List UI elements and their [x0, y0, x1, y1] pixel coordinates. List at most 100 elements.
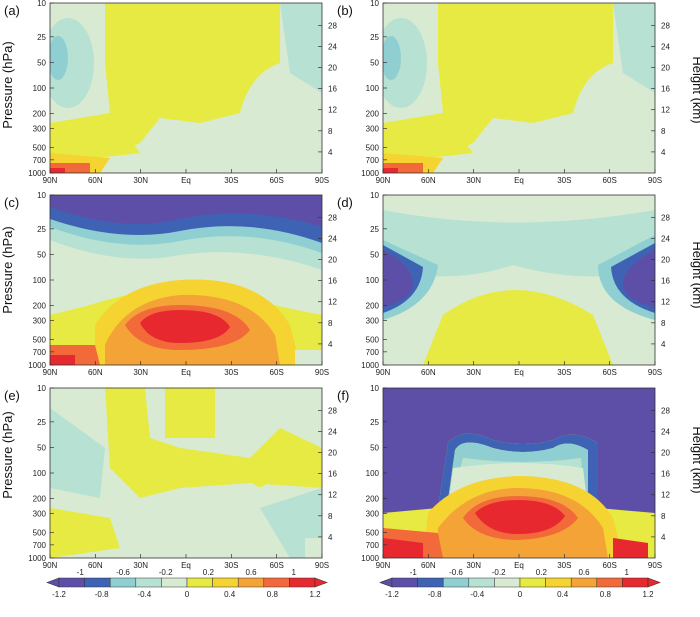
panel-a: (a) 90N 60N 30N Eq 30S 60S 90S 10 25 50 100 200 300 50…	[4, 0, 337, 185]
pressure-tick-label: 100	[33, 84, 47, 93]
colorbar-swatch	[442, 577, 470, 588]
colorbar-top-label: 0.2	[203, 568, 215, 577]
pressure-tick-label: 700	[366, 156, 380, 165]
contour-field	[50, 195, 322, 365]
right-axis-label-top: Height (km)	[690, 56, 700, 123]
colorbar-swatch	[58, 577, 85, 588]
colorbar-top-label: -0.6	[449, 568, 463, 577]
height-tick-label: 20	[328, 64, 337, 73]
colorbar-top-label: 0.6	[245, 568, 257, 577]
colorbar-swatch	[212, 577, 239, 588]
colorbar-swatch	[263, 577, 290, 588]
pressure-tick-label: 700	[33, 348, 47, 357]
colorbar-bottom-label: 1.2	[309, 590, 321, 599]
pressure-tick-label: 50	[37, 58, 46, 67]
height-tick-label: 24	[328, 234, 337, 243]
pressure-tick-label: 10	[37, 0, 46, 8]
right-axis-label-bottom: Height (km)	[690, 426, 700, 493]
pressure-tick-label: 700	[366, 541, 380, 550]
colorbar-top-label: -0.2	[492, 568, 506, 577]
height-tick-label: 28	[661, 406, 670, 415]
height-tick-label: 12	[328, 491, 337, 500]
x-tick-label: 90N	[43, 561, 58, 570]
colorbar-top-label: -0.2	[159, 568, 173, 577]
height-tick-label: 28	[661, 21, 670, 30]
x-tick-label: 90S	[648, 176, 662, 185]
pressure-tick-label: 300	[33, 510, 47, 519]
x-tick-label: 60N	[88, 561, 103, 570]
x-tick-label: Eq	[181, 368, 191, 377]
colorbar-swatch	[468, 577, 495, 588]
pressure-tick-label: 100	[33, 469, 47, 478]
pressure-tick-label: 25	[37, 418, 46, 427]
x-tick-label: Eq	[181, 561, 191, 570]
colorbar-swatch	[622, 577, 649, 588]
pressure-tick-label: 300	[33, 317, 47, 326]
pressure-tick-label: 500	[366, 143, 380, 152]
x-tick-label: 90S	[648, 368, 662, 377]
colorbar-2: -1 -0.6 -0.2 0.2 0.6 1 -1.2 -0.8 -0.4 0 0.4 0.8 1.2	[379, 568, 661, 599]
panel-c: (c) 90N 60N 30N Eq 30S 60S 90S 10 25 50 100 200 300 50…	[4, 191, 337, 377]
height-tick-label: 28	[661, 213, 670, 222]
panel-d: (d) 90N 60N 30N Eq 30S 60S 90S 10 25 50 100 200 300 50…	[337, 191, 670, 377]
x-tick-label: 60S	[603, 368, 617, 377]
panel-b: (b) 90N 60N 30N Eq 30S 60S 90S 10 25 50 100 200 300 50…	[337, 0, 670, 185]
x-tick-label: 30N	[466, 368, 481, 377]
pressure-tick-label: 100	[33, 276, 47, 285]
x-tick-label: 60N	[421, 368, 436, 377]
left-axis-label-bottom: Pressure (hPa)	[0, 411, 15, 498]
pressure-tick-label: 100	[366, 84, 380, 93]
panel-label: (e)	[4, 388, 20, 403]
height-tick-label: 8	[661, 512, 666, 521]
pressure-tick-label: 100	[366, 469, 380, 478]
colorbar-arrow-right	[314, 577, 328, 588]
colorbar-bottom-label: -1.2	[385, 590, 399, 599]
height-tick-label: 4	[661, 533, 666, 542]
x-tick-label: 60S	[270, 561, 284, 570]
pressure-tick-label: 500	[366, 335, 380, 344]
height-tick-label: 16	[328, 85, 337, 94]
pressure-tick-label: 700	[33, 541, 47, 550]
height-tick-label: 24	[661, 42, 670, 51]
x-tick-label: 30N	[133, 561, 148, 570]
pressure-tick-label: 500	[33, 143, 47, 152]
x-tick-label: 30S	[224, 561, 238, 570]
colorbar-top-label: 0.6	[578, 568, 590, 577]
colorbar-bottom-label: 0.4	[224, 590, 236, 599]
pressure-tick-label: 500	[366, 528, 380, 537]
height-tick-label: 20	[661, 449, 670, 458]
height-tick-label: 24	[661, 234, 670, 243]
height-tick-label: 4	[328, 533, 333, 542]
height-tick-label: 16	[328, 277, 337, 286]
x-tick-label: 90S	[315, 368, 329, 377]
height-tick-label: 20	[661, 256, 670, 265]
height-tick-label: 12	[661, 491, 670, 500]
colorbar-swatch	[135, 577, 162, 588]
panel-e: (e) 90N 60N 30N Eq 30S 60S 90S 10 25 50 100 200 300 50…	[4, 384, 337, 570]
height-tick-label: 12	[328, 106, 337, 115]
pressure-tick-label: 10	[37, 384, 46, 393]
colorbar-swatch	[494, 577, 521, 588]
panel-label: (c)	[4, 195, 19, 210]
contour-field	[383, 3, 655, 173]
pressure-tick-label: 200	[366, 495, 380, 504]
colorbar-bottom-label: -1.2	[52, 590, 66, 599]
colorbar-swatch	[570, 577, 598, 588]
pressure-tick-label: 300	[33, 125, 47, 134]
contour-field	[50, 3, 322, 173]
right-axis-label-middle: Height (km)	[690, 241, 700, 308]
x-tick-label: 90N	[376, 368, 391, 377]
height-tick-label: 12	[661, 298, 670, 307]
height-tick-label: 8	[661, 319, 666, 328]
pressure-tick-label: 200	[33, 302, 47, 311]
x-tick-label: 60N	[421, 561, 436, 570]
height-tick-label: 4	[328, 148, 333, 157]
x-tick-label: 60N	[88, 176, 103, 185]
pressure-tick-label: 10	[370, 384, 379, 393]
colorbar-bottom-label: 0.4	[557, 590, 569, 599]
height-tick-label: 24	[328, 42, 337, 51]
pressure-tick-label: 200	[366, 110, 380, 119]
x-tick-label: 30S	[224, 176, 238, 185]
pressure-tick-label: 100	[366, 276, 380, 285]
